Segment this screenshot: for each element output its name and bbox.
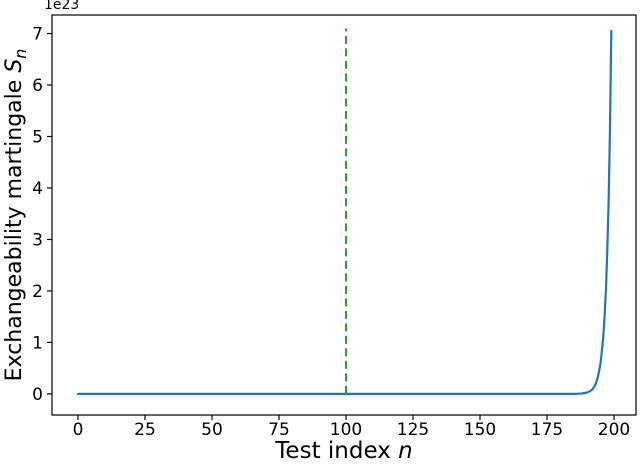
y-tick-label: 5 [32, 127, 43, 147]
y-tick-label: 1 [32, 333, 43, 353]
y-axis-label: Exchangeability martingale Sn [2, 49, 30, 382]
x-axis-label: Test index n [275, 438, 412, 464]
y-tick-label: 3 [32, 230, 43, 250]
y-axis-offset-label: 1e23 [44, 0, 80, 13]
x-tick-label: 200 [598, 420, 630, 440]
x-tick-label: 175 [531, 420, 563, 440]
y-axis-label-variable: S [1, 58, 27, 73]
x-tick-label: 100 [330, 420, 362, 440]
x-tick-label: 0 [73, 420, 84, 440]
x-tick-label: 150 [464, 420, 496, 440]
axes-spines [51, 14, 637, 416]
y-tick-label: 6 [32, 76, 43, 96]
x-tick-label: 25 [134, 420, 156, 440]
x-axis-label-variable: n [398, 438, 413, 464]
y-axis-label-text: Exchangeability martingale [1, 72, 27, 382]
x-tick-label: 50 [201, 420, 223, 440]
x-axis-label-text: Test index [275, 438, 399, 464]
y-tick-label: 7 [32, 25, 43, 45]
y-axis-label-subscript: n [11, 48, 31, 59]
y-tick-label: 0 [32, 385, 43, 405]
x-tick-label: 125 [397, 420, 429, 440]
x-tick-label: 75 [268, 420, 290, 440]
series-line-exchangeability_martingale [76, 29, 613, 395]
y-tick-label: 4 [32, 179, 43, 199]
y-tick-label: 2 [32, 282, 43, 302]
